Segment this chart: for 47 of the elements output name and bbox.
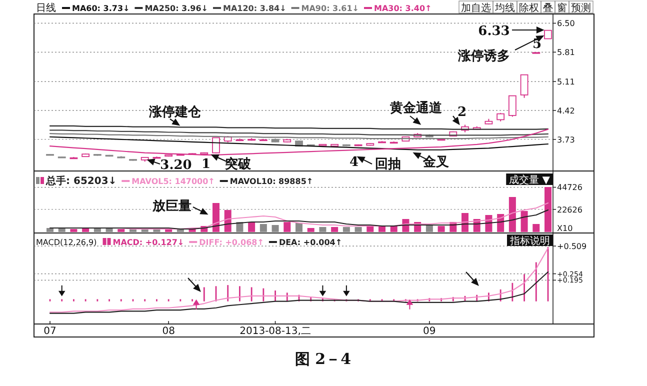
text: MACD(12,26,9) (36, 238, 97, 247)
legend-label: MAVOL5: 147000↑ (132, 177, 215, 186)
annotation: 涨停诱多 (457, 48, 510, 64)
annotation: 涨停建仓 (148, 105, 202, 120)
annotation: 突破 (224, 156, 252, 172)
x-tick-label: 07 (44, 326, 56, 337)
legend-label: MA60: 3.73↓ (72, 4, 130, 13)
y-tick-label: 5.11 (557, 77, 575, 86)
y-tick-label: 4.42 (557, 106, 575, 116)
annotation: 4 (349, 155, 359, 170)
y-axis-title: X10 (557, 224, 573, 233)
annotation: 除权 (519, 2, 539, 14)
legend-label: DEA: +0.004↑ (278, 238, 342, 247)
annotation: 1 (201, 157, 211, 172)
annotation: 黄金通道 (389, 100, 443, 116)
annotation: 加自选 (461, 2, 491, 14)
text: 窗 (557, 2, 567, 14)
chart-title: 日线 (36, 2, 56, 14)
annotation: 6.33 (478, 24, 510, 39)
legend-label: MA30: 3.40↑ (374, 4, 432, 13)
y-tick-label: 22626 (557, 205, 582, 214)
x-tick-label: 09 (423, 326, 436, 337)
y-tick-label: 6.50 (557, 19, 575, 28)
legend-label: MA90: 3.61↓ (301, 4, 359, 13)
legend-label: 总手: 65203↓ (45, 175, 117, 187)
annotation: 3.20 (160, 158, 192, 173)
legend-label: MAVOL10: 89885↑ (230, 177, 314, 186)
y-tick-label: 44726 (557, 183, 582, 192)
y-tick-label: 3.73 (557, 135, 575, 144)
annotation: 均线 (494, 2, 515, 14)
annotation: 成交量 ▼ (509, 174, 550, 186)
annotation: 叠 (543, 3, 553, 14)
annotation: 金叉 (422, 155, 449, 170)
y-tick-label: +0.509 (557, 242, 587, 251)
legend-label: MA120: 3.84↓ (223, 4, 286, 13)
x-tick-label: 2013-08-13,二 (240, 326, 311, 337)
y-tick-label: 5.81 (557, 48, 575, 58)
annotation: 放巨量 (152, 199, 192, 214)
annotation: 回抽 (375, 157, 401, 172)
x-tick-label: 08 (162, 326, 175, 337)
legend-label: DIFF: +0.068↑ (199, 238, 264, 247)
legend-label: MA250: 3.96↓ (144, 4, 208, 13)
annotation: 指标说明 (509, 235, 550, 247)
legend-label: MACD: +0.127↓ (112, 238, 184, 247)
caption: 图 2－4 (294, 350, 352, 368)
annotation: 2 (457, 105, 467, 120)
text: 预测 (571, 2, 591, 14)
